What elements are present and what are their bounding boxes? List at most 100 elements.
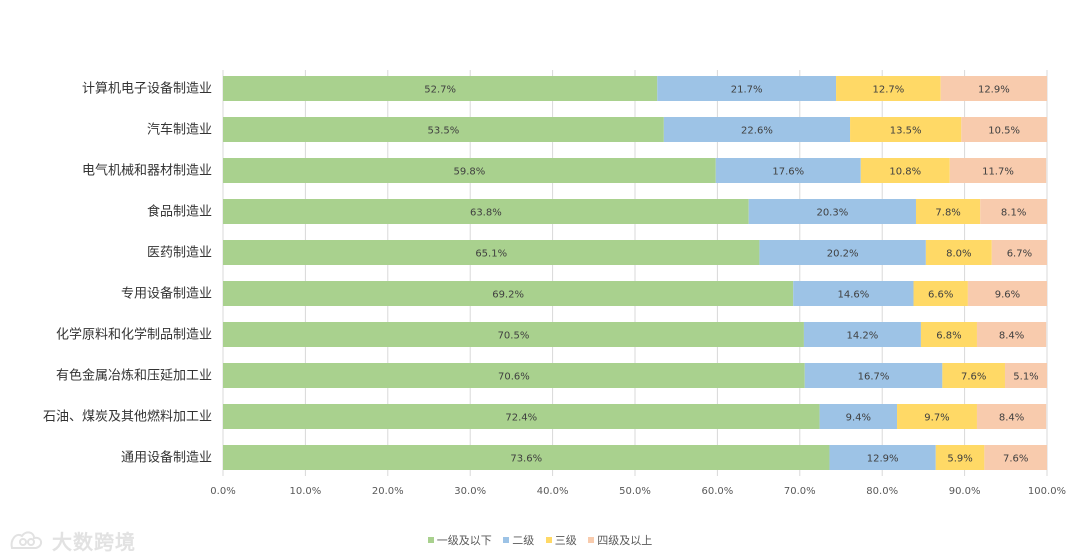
bar-segment [793, 281, 914, 306]
category-label: 医药制造业 [147, 246, 212, 261]
data-label: 5.9% [947, 454, 972, 465]
data-label: 8.4% [999, 331, 1024, 342]
bar-segment [940, 76, 1047, 101]
bar-segment [223, 199, 749, 224]
bar-segment [913, 281, 968, 306]
chart-legend: 一级及以下 二级 三级 四级及以上 [0, 532, 1080, 548]
stacked-bar-chart: 52.7% 21.7% 12.7% 12.9% 53.5% 22.6% 13.5% 10.5%… [43, 70, 1066, 497]
bar-segment [748, 199, 916, 224]
bar-segment [1004, 363, 1047, 388]
data-label: 8.1% [1001, 208, 1026, 219]
data-label: 6.8% [936, 331, 961, 342]
data-label: 22.6% [741, 126, 773, 137]
data-label: 20.3% [816, 208, 848, 219]
legend-swatch-level4 [588, 537, 595, 543]
bar-segment [759, 240, 926, 265]
bar-segment [915, 199, 981, 224]
data-label: 8.0% [946, 249, 971, 260]
category-label: 化学原料和化学制品制造业 [56, 327, 212, 343]
legend-item-level1: 一级及以下 [427, 532, 492, 548]
legend-item-level4: 四级及以上 [588, 532, 652, 548]
x-tick-label: 100.0% [1028, 486, 1066, 497]
bar-segment [223, 117, 664, 142]
data-label: 70.6% [498, 372, 530, 383]
category-label: 汽车制造业 [147, 122, 212, 138]
data-label: 10.5% [988, 126, 1020, 137]
x-tick-label: 20.0% [372, 486, 404, 497]
bar-segment [804, 363, 943, 388]
data-label: 12.7% [872, 85, 904, 96]
legend-item-level3: 三级 [545, 532, 577, 548]
bar-segment [967, 281, 1047, 306]
bar-segment [223, 404, 820, 429]
x-tick-label: 30.0% [454, 486, 486, 497]
data-label: 17.6% [772, 167, 804, 178]
data-label: 12.9% [867, 454, 899, 465]
bar-segment [976, 322, 1047, 347]
bar-segment [836, 76, 941, 101]
bar-segment [976, 404, 1047, 429]
data-label: 9.4% [846, 413, 871, 424]
category-label: 有色金属冶炼和压延加工业 [56, 368, 212, 384]
bar-segment [223, 158, 716, 183]
category-label: 电气机械和器材制造业 [82, 163, 212, 179]
data-label: 8.4% [999, 413, 1024, 424]
data-label: 13.5% [890, 126, 922, 137]
data-label: 14.2% [847, 331, 879, 342]
data-label: 70.5% [498, 331, 530, 342]
watermark: 大数跨境 [8, 526, 136, 555]
legend-label-level1: 一级及以下 [436, 534, 492, 547]
bar-segment [920, 322, 977, 347]
legend-label-level4: 四级及以上 [597, 534, 653, 547]
data-label: 14.6% [837, 290, 869, 301]
bar-segment [715, 158, 861, 183]
x-tick-label: 90.0% [949, 486, 981, 497]
bar-segment [980, 199, 1047, 224]
x-tick-label: 50.0% [619, 486, 651, 497]
legend-label-level3: 三级 [554, 534, 577, 547]
data-label: 53.5% [428, 126, 460, 137]
category-axis-labels: 计算机电子设备制造业汽车制造业电气机械和器材制造业食品制造业医药制造业专用设备制… [43, 81, 212, 466]
legend-label-level2: 二级 [512, 534, 535, 547]
legend-item-level2: 二级 [503, 532, 534, 548]
data-label: 65.1% [475, 249, 507, 260]
x-tick-label: 80.0% [866, 486, 898, 497]
data-label: 11.7% [982, 167, 1014, 178]
data-label: 6.6% [928, 290, 953, 301]
bar-segment [850, 117, 962, 142]
bar-segment [223, 240, 760, 265]
data-label: 59.8% [453, 167, 485, 178]
bar-segment [860, 158, 950, 183]
data-label: 10.8% [889, 167, 921, 178]
x-tick-label: 40.0% [537, 486, 569, 497]
data-label: 63.8% [470, 208, 502, 219]
category-label: 食品制造业 [147, 204, 212, 220]
bar-segment [961, 117, 1047, 142]
bar-segment [984, 445, 1047, 470]
legend-swatch-level2 [503, 537, 510, 543]
data-label: 7.6% [961, 372, 986, 383]
bar-segment [223, 363, 805, 388]
data-label: 73.6% [510, 454, 542, 465]
bar-segment [803, 322, 921, 347]
category-label: 计算机电子设备制造业 [82, 81, 212, 97]
bar-segment [223, 281, 794, 306]
bar-segment [663, 117, 851, 142]
data-label: 5.1% [1013, 372, 1038, 383]
data-label: 52.7% [424, 85, 456, 96]
bar-segment [935, 445, 985, 470]
data-label: 9.7% [924, 413, 949, 424]
x-tick-label: 60.0% [702, 486, 734, 497]
x-tick-label: 10.0% [290, 486, 322, 497]
bar-segment [223, 445, 830, 470]
legend-swatch-level1 [427, 537, 434, 543]
value-axis-tick-labels: 0.0% 10.0% 20.0% 30.0% 40.0% 50.0% 60.0% 70.0% 8… [210, 486, 1066, 497]
data-label: 7.8% [935, 208, 960, 219]
bar-segment [991, 240, 1047, 265]
watermark-text: 大数跨境 [52, 530, 136, 554]
data-label: 9.6% [995, 290, 1020, 301]
bar-segment [819, 404, 898, 429]
data-label: 6.7% [1007, 249, 1032, 260]
x-tick-label: 70.0% [784, 486, 816, 497]
bar-segment [925, 240, 992, 265]
